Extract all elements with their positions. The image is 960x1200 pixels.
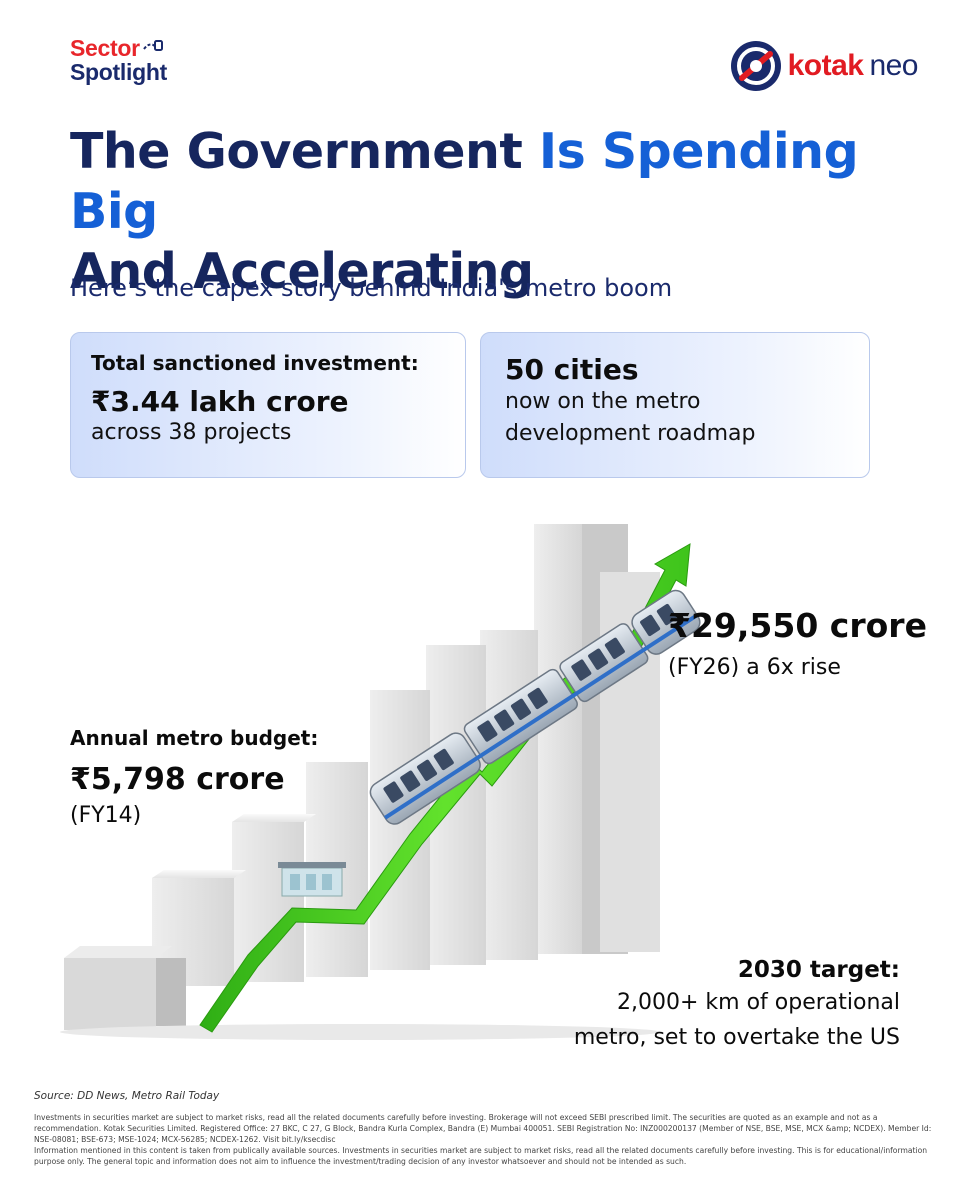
bar-stairs-graphic (60, 524, 660, 1040)
cities-detail-line1: now on the metro (505, 389, 701, 414)
title-part-2: Is Spending Big (70, 123, 859, 240)
cities-value: 50 cities (505, 353, 639, 386)
budget-fy14-value: ₹5,798 crore (70, 762, 285, 797)
metro-station-graphic (278, 862, 346, 897)
cities-card: 50 cities now on the metro development r… (480, 332, 870, 478)
kotak-neo-logo: kotak neo (730, 40, 918, 92)
disclaimer-paragraph-2: Information mentioned in this content is… (34, 1146, 928, 1166)
target-line2: metro, set to overtake the US (573, 1025, 900, 1050)
page-title: The Government Is Spending Big And Accel… (70, 122, 930, 302)
spotlight-line1: Sector (70, 35, 140, 61)
source-note: Source: DD News, Metro Rail Today (34, 1090, 220, 1102)
investment-detail: across 38 projects (91, 420, 292, 445)
title-part-1: The Government (70, 123, 539, 180)
budget-fy14-year: (FY14) (70, 803, 142, 828)
cities-detail-line2: development roadmap (505, 421, 756, 446)
title-part-3: And Accelerating (70, 243, 534, 300)
metro-train-graphic (369, 589, 701, 825)
budget-fy26-year: (FY26) a 6x rise (668, 655, 841, 680)
page-subtitle: Here’s the capex story behind India's me… (70, 274, 673, 302)
investment-card: Total sanctioned investment: ₹3.44 lakh … (70, 332, 466, 478)
budget-fy26-block: ₹29,550 crore (FY26) a 6x rise (668, 606, 927, 680)
investment-label: Total sanctioned investment: (91, 351, 419, 375)
investment-value: ₹3.44 lakh crore (91, 385, 349, 418)
budget-fy26-value: ₹29,550 crore (668, 606, 927, 645)
growth-illustration (60, 524, 701, 1040)
logo-word-kotak: kotak (787, 49, 864, 82)
green-growth-arrow (199, 543, 691, 1033)
spotlight-icon (142, 40, 163, 52)
spotlight-line2: Spotlight (70, 59, 167, 86)
kotak-logo-icon (730, 41, 781, 91)
target-label: 2030 target: (737, 957, 900, 983)
target-line1: 2,000+ km of operational (617, 990, 900, 1015)
disclaimer: Investments in securities market are sub… (34, 1112, 934, 1167)
target-2030-block: 2030 target: 2,000+ km of operational me… (574, 957, 900, 1053)
sector-spotlight-badge: Sector Spotlight (70, 36, 167, 84)
logo-word-neo: neo (869, 49, 918, 82)
disclaimer-paragraph-1: Investments in securities market are sub… (34, 1113, 932, 1144)
budget-fy14-block: Annual metro budget: ₹5,798 crore (FY14) (70, 726, 318, 828)
budget-fy14-label: Annual metro budget: (70, 726, 319, 750)
